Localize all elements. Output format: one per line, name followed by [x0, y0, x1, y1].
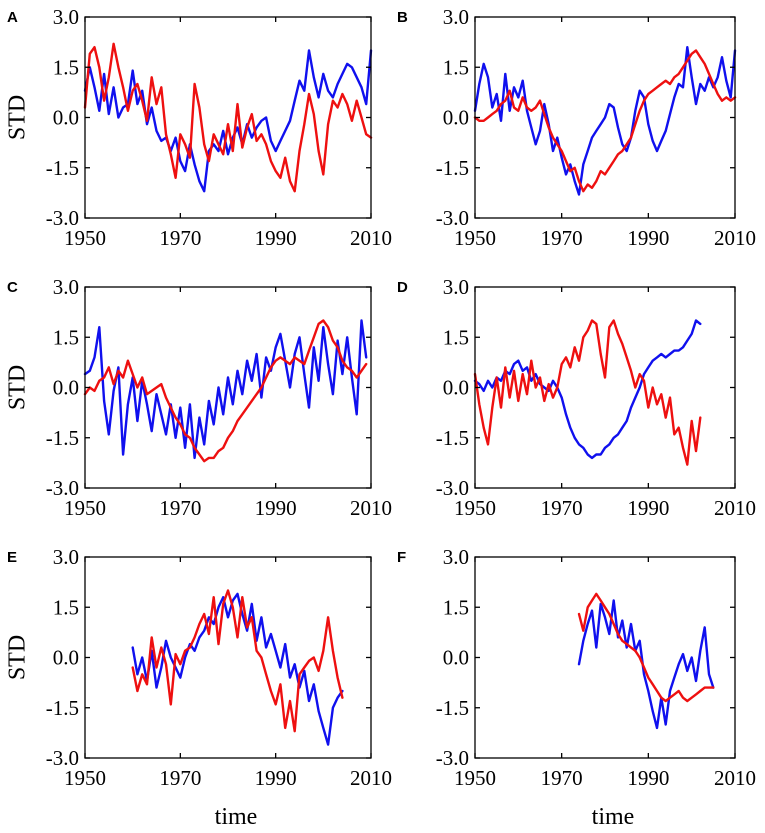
- y-tick-label: 1.5: [53, 325, 79, 349]
- x-tick-label: 2010: [714, 496, 756, 520]
- y-tick-label: 3.0: [53, 545, 79, 569]
- series-red-line: [131, 589, 344, 733]
- x-tick-label: 1970: [159, 766, 201, 790]
- y-tick-label: 1.5: [443, 325, 469, 349]
- y-tick-label: -1.5: [436, 696, 469, 720]
- y-tick-label: -3.0: [46, 476, 79, 500]
- y-tick-label: 3.0: [443, 545, 469, 569]
- y-tick-label: 3.0: [53, 5, 79, 29]
- x-tick-label: 1950: [454, 226, 496, 250]
- y-tick-label: 0.0: [53, 646, 79, 670]
- y-tick-label: 0.0: [443, 646, 469, 670]
- series-blue-line: [83, 319, 368, 460]
- y-axis-label: STD: [5, 635, 31, 680]
- y-tick-label: 0.0: [443, 106, 469, 130]
- series-blue-line: [83, 49, 373, 193]
- panel-letter: F: [397, 549, 406, 566]
- y-tick-label: -3.0: [436, 206, 469, 230]
- x-tick-label: 2010: [350, 496, 392, 520]
- plot-frame: [84, 556, 372, 759]
- x-axis-label: time: [592, 804, 635, 830]
- panel-letter: D: [397, 279, 408, 296]
- series-red-line: [473, 49, 737, 193]
- y-tick-label: -1.5: [46, 156, 79, 180]
- y-tick-label: 0.0: [443, 376, 469, 400]
- series-blue-line: [473, 319, 702, 460]
- x-tick-label: 1950: [454, 496, 496, 520]
- x-tick-label: 1970: [541, 226, 583, 250]
- y-tick-label: 1.5: [443, 595, 469, 619]
- series-blue-line: [473, 46, 737, 196]
- plot-frame: [84, 286, 372, 489]
- panel-letter: B: [397, 9, 408, 26]
- y-tick-label: -1.5: [436, 426, 469, 450]
- y-axis-label: STD: [5, 95, 31, 140]
- x-tick-label: 1970: [541, 496, 583, 520]
- series-blue-line: [577, 599, 715, 730]
- x-tick-label: 1950: [64, 496, 106, 520]
- x-tick-label: 2010: [350, 226, 392, 250]
- series-blue-line: [131, 592, 344, 746]
- plot-frame: [474, 556, 736, 759]
- y-tick-label: -3.0: [46, 746, 79, 770]
- y-tick-label: -1.5: [46, 426, 79, 450]
- x-tick-label: 1970: [159, 496, 201, 520]
- y-tick-label: 3.0: [443, 275, 469, 299]
- y-tick-label: -1.5: [46, 696, 79, 720]
- y-tick-label: 1.5: [53, 595, 79, 619]
- x-tick-label: 1990: [627, 766, 669, 790]
- y-tick-label: -3.0: [436, 476, 469, 500]
- plot-frame: [84, 16, 372, 219]
- panel-letter: A: [7, 9, 18, 26]
- y-tick-label: -3.0: [46, 206, 79, 230]
- y-tick-label: 3.0: [443, 5, 469, 29]
- x-tick-label: 2010: [350, 766, 392, 790]
- x-tick-label: 1990: [255, 496, 297, 520]
- series-red-line: [83, 42, 373, 193]
- plot-frame: [474, 286, 736, 489]
- x-tick-label: 2010: [714, 766, 756, 790]
- panel-letter: C: [7, 279, 18, 296]
- x-tick-label: 1990: [627, 496, 669, 520]
- x-tick-label: 1990: [255, 226, 297, 250]
- y-tick-label: 3.0: [53, 275, 79, 299]
- x-tick-label: 1970: [159, 226, 201, 250]
- series-red-line: [473, 319, 702, 466]
- y-tick-label: -1.5: [436, 156, 469, 180]
- y-tick-label: 1.5: [443, 55, 469, 79]
- x-tick-label: 1990: [627, 226, 669, 250]
- x-tick-label: 1950: [64, 766, 106, 790]
- x-tick-label: 1950: [454, 766, 496, 790]
- x-tick-label: 2010: [714, 226, 756, 250]
- x-tick-label: 1950: [64, 226, 106, 250]
- panel-letter: E: [7, 549, 17, 566]
- y-tick-label: 0.0: [53, 106, 79, 130]
- x-tick-label: 1970: [541, 766, 583, 790]
- series-red-line: [577, 592, 715, 703]
- x-axis-label: time: [215, 804, 258, 830]
- y-tick-label: 0.0: [53, 376, 79, 400]
- y-axis-label: STD: [5, 365, 31, 410]
- series-red-line: [83, 319, 368, 463]
- y-tick-label: -3.0: [436, 746, 469, 770]
- y-tick-label: 1.5: [53, 55, 79, 79]
- x-tick-label: 1990: [255, 766, 297, 790]
